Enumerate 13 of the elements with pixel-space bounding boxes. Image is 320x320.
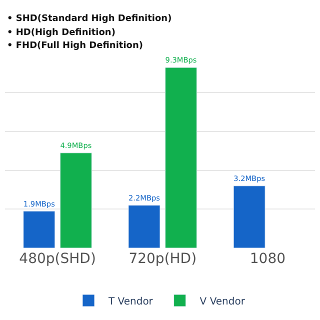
text: • HD(High Definition) — [7, 28, 116, 38]
bar — [233, 186, 266, 248]
bar — [128, 205, 160, 248]
bar — [23, 210, 56, 248]
text: • SHD(Standard High Definition) — [7, 14, 172, 24]
legend-label: V Vendor — [200, 296, 246, 308]
x-tick-label: 1080 — [250, 251, 286, 267]
text: • FHD(Full High Definition) — [7, 41, 143, 51]
legend-label: T Vendor — [108, 296, 154, 308]
x-tick-label: 720p(HD) — [128, 251, 197, 267]
bar — [165, 67, 198, 248]
bar — [60, 152, 92, 248]
x-tick-label: 480p(SHD) — [19, 251, 96, 267]
